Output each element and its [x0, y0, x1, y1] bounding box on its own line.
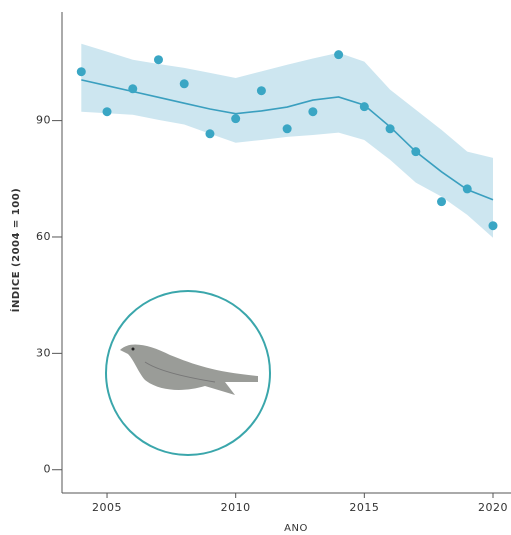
x-axis-label: ANO [284, 523, 308, 534]
confidence-band [81, 43, 493, 238]
y-tick-label: 60 [36, 230, 51, 243]
x-tick-label: 2020 [478, 501, 508, 514]
data-point [256, 86, 266, 96]
data-point [128, 84, 138, 94]
data-point [359, 102, 369, 112]
data-point [102, 107, 112, 117]
bird-illustration [105, 290, 271, 456]
bird [120, 344, 258, 395]
data-point [205, 129, 215, 139]
x-tick-label: 2005 [92, 501, 122, 514]
bird-eye [131, 347, 135, 351]
data-point [488, 221, 498, 231]
x-tick-label: 2015 [349, 501, 379, 514]
trend-line [81, 79, 494, 201]
data-point [153, 55, 163, 65]
data-point [411, 147, 421, 157]
data-point [76, 67, 86, 77]
data-point [282, 124, 292, 134]
x-tick-label: 2010 [221, 501, 251, 514]
bird-wing [144, 361, 216, 383]
data-point [179, 79, 189, 89]
data-point [437, 197, 447, 207]
y-tick-label: 90 [36, 114, 51, 127]
data-point [308, 107, 318, 117]
y-tick-label: 30 [36, 346, 51, 359]
data-point [231, 114, 241, 124]
data-point [334, 50, 344, 60]
y-axis-label: ÍNDICE (2004 = 100) [9, 188, 22, 312]
data-point [462, 184, 472, 194]
y-tick-label: 0 [44, 463, 52, 476]
data-point [385, 124, 395, 134]
